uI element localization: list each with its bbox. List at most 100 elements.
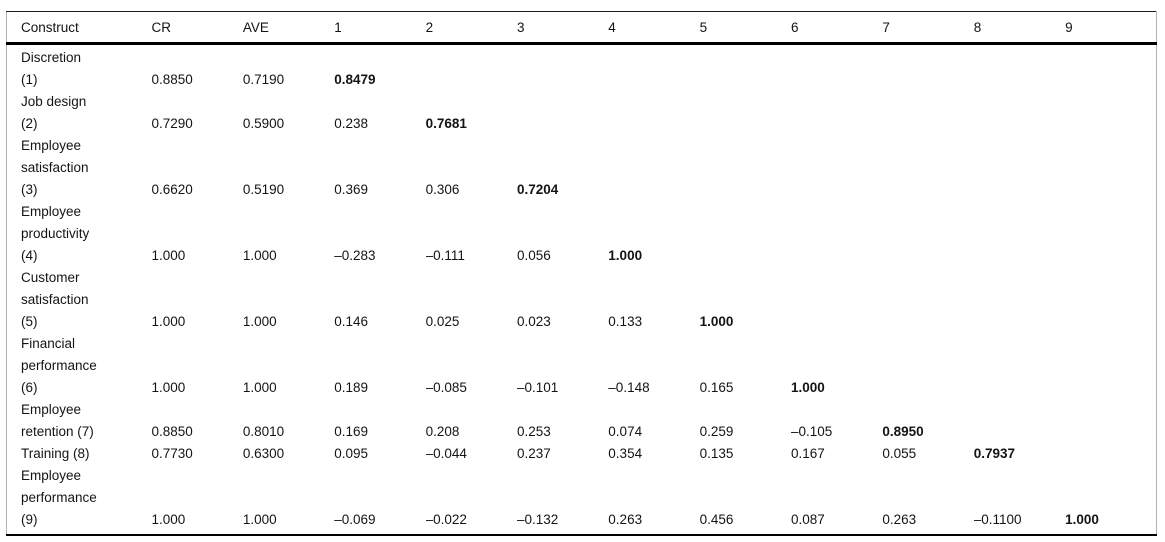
value-cell: 1.000 [151, 314, 186, 329]
value-cell: 0.237 [516, 446, 551, 461]
value-cell: 0.025 [425, 314, 460, 329]
value-cell: 1.000 [242, 512, 277, 527]
value-cell [974, 135, 1065, 201]
value-cell: 0.133 [608, 314, 643, 329]
value-cell: 1.000 [791, 380, 825, 395]
value-cell [1065, 443, 1156, 465]
value-cell: –0.132 [516, 512, 559, 527]
value-cell: 0.369 [334, 182, 369, 197]
value-cell: 1.000 [242, 248, 277, 263]
value-cell: 0.087 [791, 512, 825, 527]
column-header: CR [151, 11, 243, 45]
value-cell [608, 44, 699, 92]
value-cell: 0.055 [882, 446, 917, 461]
column-header: 8 [973, 11, 1066, 45]
value-cell: 0.056 [516, 248, 551, 263]
value-cell [1065, 44, 1156, 92]
value-cell: 0.7190 [242, 72, 285, 87]
value-cell [1065, 267, 1156, 333]
value-cell: 1.000 [1065, 512, 1099, 527]
value-cell: 0.146 [334, 314, 369, 329]
value-cell [974, 267, 1065, 333]
value-cell: 0.263 [608, 512, 643, 527]
value-cell [608, 135, 699, 201]
column-header: 5 [699, 11, 792, 45]
value-cell: 0.165 [699, 380, 734, 395]
table-row: Training (8) 0.7730 0.6300 0.095 –0.044 0.237… [7, 443, 1157, 465]
column-header: 7 [882, 11, 974, 45]
construct-column-header: Construct [6, 11, 152, 45]
table-row: Employee performance (9) 1.000 1.000 –0.069… [7, 465, 1157, 535]
construct-cell: Employee retention (7) [21, 402, 94, 439]
header-row: Construct CR AVE 1 2 3 4 5 6 7 8 9 [6, 11, 1157, 45]
construct-cell: Discretion (1) [21, 50, 82, 87]
value-cell: 0.8850 [151, 424, 193, 439]
column-header: AVE [242, 11, 335, 45]
value-cell: 0.8479 [334, 72, 376, 87]
construct-cell: Employee performance (9) [21, 468, 97, 527]
value-cell: 0.6620 [151, 182, 193, 197]
value-cell: 0.7204 [516, 182, 559, 197]
value-cell [426, 44, 517, 92]
value-cell: 0.7290 [151, 116, 193, 131]
construct-cell: Employee satisfaction (3) [21, 138, 89, 197]
construct-cell: Customer satisfaction (5) [21, 270, 89, 329]
value-cell: 0.7937 [973, 446, 1016, 461]
table-row: Financial performance (6) 1.000 1.000 0.189… [7, 333, 1157, 399]
value-cell: 1.000 [151, 248, 186, 263]
value-cell [882, 267, 973, 333]
value-cell: –0.1100 [973, 512, 1022, 527]
value-cell [700, 44, 791, 92]
value-cell: 1.000 [699, 314, 734, 329]
value-cell: 0.167 [791, 446, 825, 461]
value-cell: 1.000 [608, 248, 643, 263]
value-cell: 0.259 [699, 424, 734, 439]
value-cell [882, 201, 973, 267]
table-row: Discretion (1) 0.8850 0.7190 0.8479 [7, 44, 1157, 92]
table-header: Construct CR AVE 1 2 3 4 5 6 7 8 9 [6, 11, 1157, 45]
construct-cell: Training (8) [21, 446, 90, 461]
value-cell: 0.5900 [242, 116, 285, 131]
value-cell: 0.354 [608, 446, 643, 461]
value-cell: 0.7730 [151, 446, 193, 461]
value-cell [700, 135, 791, 201]
value-cell: 0.306 [425, 182, 460, 197]
value-cell: 1.000 [151, 380, 186, 395]
table-row: Employee satisfaction (3) 0.6620 0.5190 0.3… [7, 135, 1157, 201]
value-cell: –0.044 [425, 446, 467, 461]
value-cell [882, 135, 973, 201]
table-row: Employee productivity (4) 1.000 1.000 –0.28… [7, 201, 1157, 267]
value-cell [974, 44, 1065, 92]
value-cell: 0.253 [516, 424, 551, 439]
value-cell: –0.069 [334, 512, 376, 527]
value-cell: 1.000 [242, 380, 277, 395]
construct-cell: Financial performance (6) [21, 336, 97, 395]
value-cell: 0.8950 [882, 424, 924, 439]
value-cell: 0.023 [516, 314, 551, 329]
column-header: 3 [516, 11, 609, 45]
value-cell [517, 91, 608, 135]
value-cell [882, 91, 973, 135]
value-cell: 0.095 [334, 446, 369, 461]
value-cell: –0.022 [425, 512, 467, 527]
value-cell: 0.5190 [242, 182, 285, 197]
value-cell: 0.6300 [242, 446, 285, 461]
value-cell [791, 135, 882, 201]
value-cell [517, 44, 608, 92]
value-cell: –0.148 [608, 380, 650, 395]
value-cell: –0.111 [425, 248, 465, 263]
column-header: 1 [334, 11, 426, 45]
value-cell [1065, 91, 1156, 135]
value-cell: –0.283 [334, 248, 376, 263]
value-cell: 0.208 [425, 424, 460, 439]
value-cell [974, 91, 1065, 135]
value-cell [700, 201, 791, 267]
construct-cell: Employee productivity (4) [21, 204, 90, 263]
value-cell [882, 333, 973, 399]
table-row: Employee retention (7) 0.8850 0.8010 0.169 0… [7, 399, 1157, 443]
table-row: Job design (2) 0.7290 0.5900 0.238 0.7681 [7, 91, 1157, 135]
column-header: 6 [791, 11, 883, 45]
table-body: Discretion (1) 0.8850 0.7190 0.8479 Job desi… [7, 44, 1157, 536]
value-cell: 0.074 [608, 424, 643, 439]
